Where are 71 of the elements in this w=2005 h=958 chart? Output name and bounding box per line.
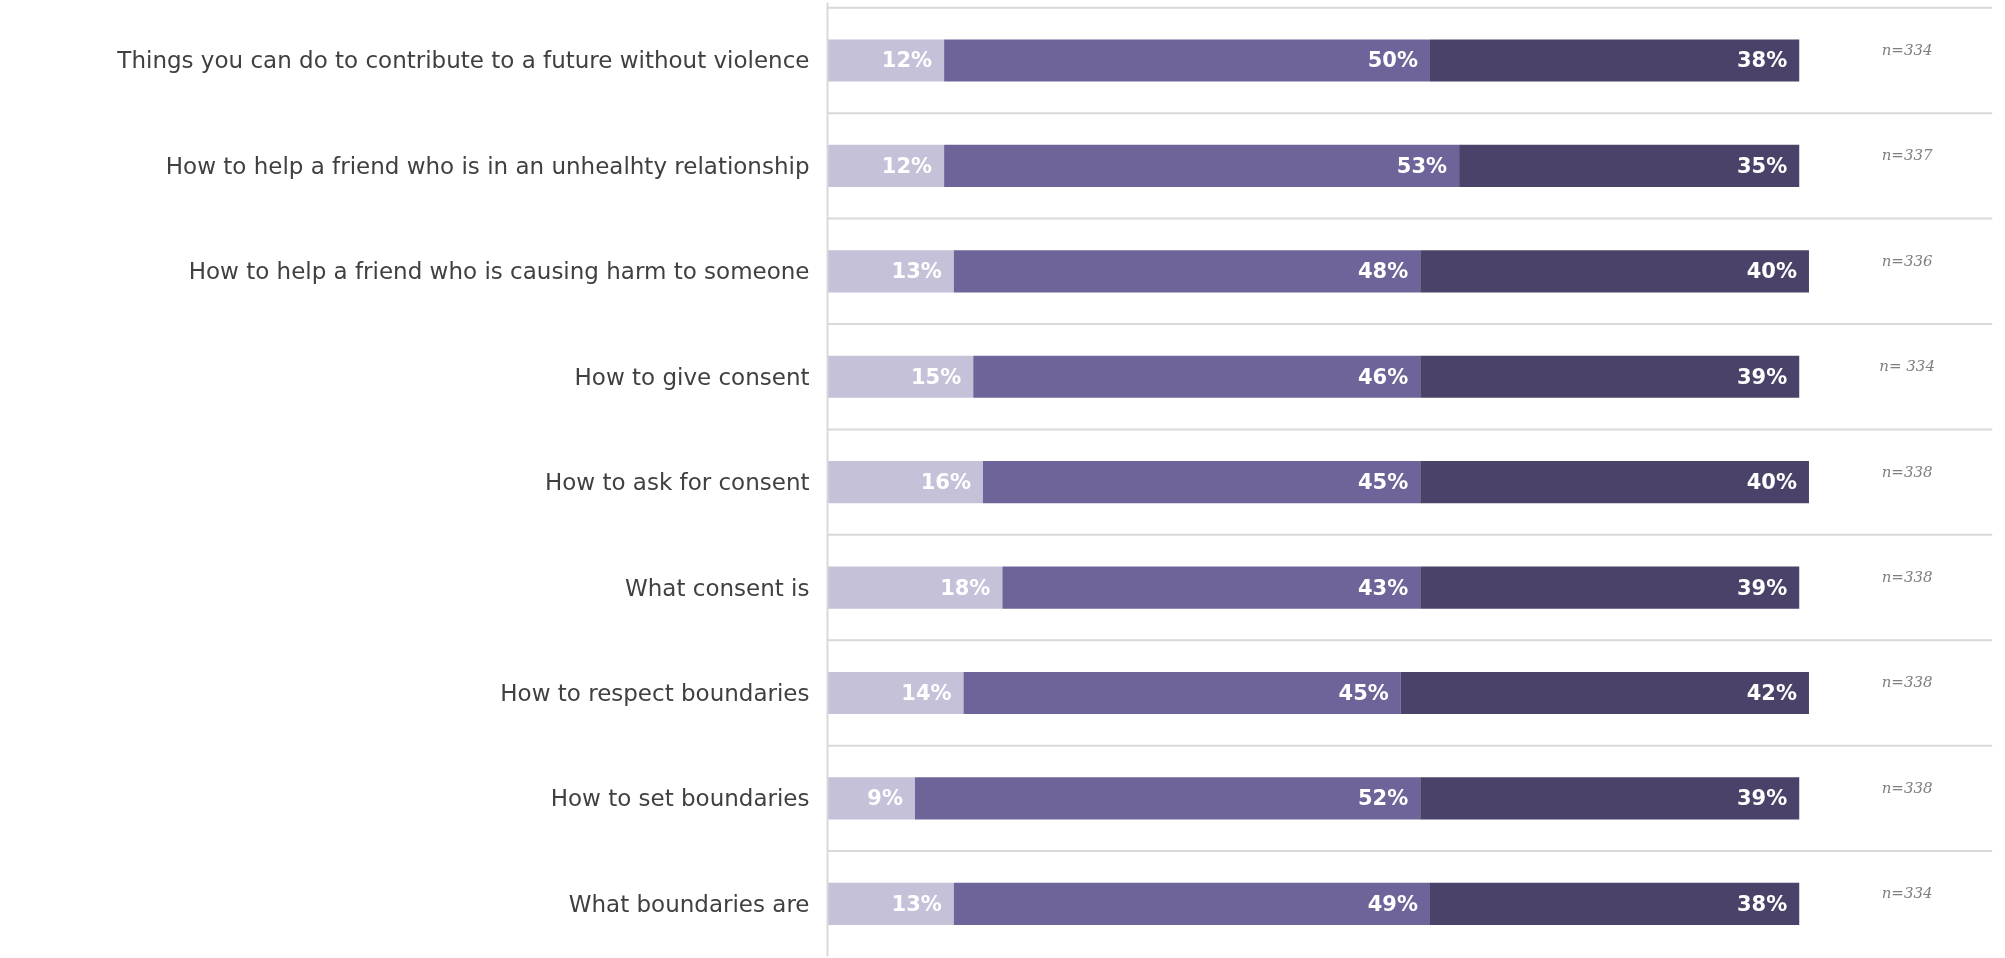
data-label: 45% (1338, 680, 1389, 705)
data-label: 48% (1358, 259, 1409, 284)
data-label: 18% (940, 575, 991, 600)
y-tick-label: How to give consent (574, 363, 810, 390)
text: n=338 (1881, 673, 1933, 692)
bar (827, 39, 945, 82)
y-tick-label: How to ask for consent (544, 469, 810, 496)
data-label: 50% (1367, 48, 1418, 73)
text: n=338 (1881, 462, 1933, 481)
bar (1002, 566, 1421, 609)
bar (1420, 777, 1800, 820)
y-tick-label: What boundaries are (568, 890, 810, 917)
data-label: 39% (1736, 786, 1788, 811)
bar (944, 39, 1430, 82)
text: n=337 (1881, 146, 1933, 165)
data-label: 39% (1736, 364, 1788, 389)
bar (1420, 461, 1809, 504)
y-tick-label: How to set boundaries (550, 785, 810, 812)
data-label: 12% (881, 48, 933, 73)
text: n=334 (1881, 40, 1933, 59)
y-tick-label: Things you can do to contribute to a future without violence (116, 47, 810, 74)
data-label: 13% (891, 891, 942, 916)
data-label: 53% (1396, 153, 1448, 178)
text: n=336 (1881, 251, 1933, 270)
data-label: 40% (1746, 470, 1797, 495)
data-label: 35% (1736, 153, 1788, 178)
bar (827, 671, 964, 715)
data-label: 52% (1358, 786, 1409, 811)
bar (827, 882, 954, 925)
data-label: 38% (1736, 891, 1788, 916)
bar (1420, 250, 1809, 293)
data-label: 45% (1358, 470, 1409, 495)
bar (1429, 882, 1800, 925)
data-label: 13% (891, 259, 942, 284)
bar (827, 250, 954, 293)
bar (953, 250, 1421, 293)
bar (827, 461, 983, 504)
text: n= 334 (1879, 357, 1935, 376)
bar (914, 777, 1421, 820)
bar (963, 671, 1401, 715)
bar (827, 355, 974, 398)
bar (1420, 566, 1800, 609)
y-tick-label: What consent is (625, 574, 810, 601)
data-label: 15% (911, 364, 962, 389)
bar (982, 461, 1421, 504)
data-label: 43% (1358, 575, 1409, 600)
text: n=334 (1881, 884, 1933, 903)
bar (827, 566, 1003, 609)
bar (944, 144, 1460, 187)
bar (1400, 671, 1809, 715)
y-tick-label: How to help a friend who is causing harm to someone (188, 258, 810, 285)
y-tick-label: How to respect boundaries (500, 679, 810, 706)
bar (1429, 39, 1800, 82)
y-tick-label: How to help a friend who is in an unhealhty relationship (165, 152, 810, 179)
data-label: 16% (920, 470, 971, 495)
bar (1459, 144, 1800, 187)
bar (973, 355, 1421, 398)
data-label: 49% (1367, 891, 1418, 916)
data-label: 39% (1736, 575, 1788, 600)
data-label: 42% (1746, 680, 1797, 705)
bar (953, 882, 1430, 925)
data-label: 14% (901, 680, 952, 705)
data-label: 40% (1746, 259, 1797, 284)
data-label: 12% (881, 153, 933, 178)
text: n=338 (1881, 568, 1933, 587)
text: n=338 (1881, 778, 1933, 797)
data-label: 38% (1736, 48, 1788, 73)
bar (827, 144, 945, 187)
data-label: 46% (1358, 364, 1409, 389)
data-label: 9% (867, 786, 903, 811)
bar (1420, 355, 1800, 398)
